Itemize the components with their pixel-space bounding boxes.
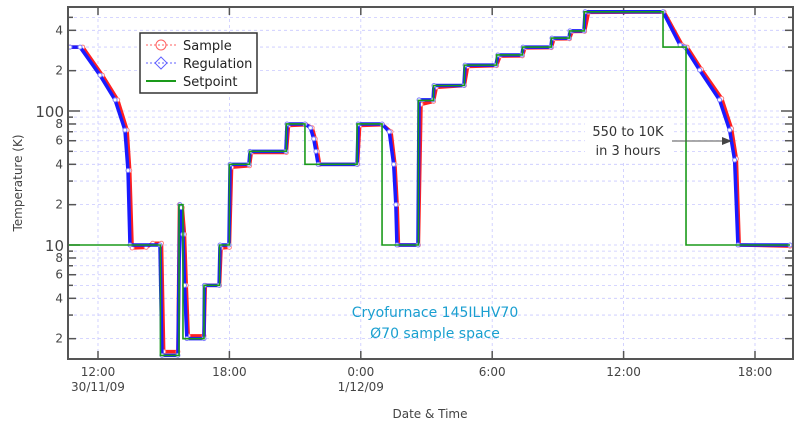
x-tick-label: 18:00 [212,365,247,379]
y-tick-label: 4 [55,23,63,37]
arrow-head-icon [722,137,733,145]
series-regulation-point [313,148,319,154]
y-tick-label: 2 [55,332,63,346]
x-tick-label: 12:00 [606,365,641,379]
series-regulation-point [311,136,317,142]
series-regulation-point [386,129,392,135]
y-tick-label: 100 [35,103,64,121]
y-tick-label: 2 [55,198,63,212]
y-tick-label: 4 [55,157,63,171]
legend: Sample Regulation Setpoint [139,32,258,94]
series-regulation-point [717,97,723,103]
x-tick-label: 12:00 [81,365,116,379]
annotation-furnace: Cryofurnace 145ILHV70 Ø70 sample space [352,305,518,342]
series-layer [67,9,793,358]
series-regulation-point [112,97,118,103]
legend-regulation-label: Regulation [183,57,252,72]
series-regulation-point [697,67,703,73]
y-tick-label: 8 [55,117,63,131]
y-axis-label: Temperature (K) [11,134,25,232]
y-tick-label: 6 [55,134,63,148]
series-regulation-point [77,44,83,50]
series-regulation-point [391,161,397,167]
legend-regulation-marker-icon [154,56,168,70]
legend-setpoint-label: Setpoint [183,75,238,90]
x-tick-label: 18:00 [738,365,773,379]
series-regulation-point [307,125,313,131]
annotation-background [585,120,673,162]
y-tick-label: 6 [55,268,63,282]
annotation-line1: 550 to 10K [592,125,664,140]
legend-sample-label: Sample [183,39,232,54]
y-tick-label: 10 [45,237,64,255]
furnace-label: Cryofurnace 145ILHV70 [352,305,518,321]
plot-frame [67,6,794,360]
sample-space-label: Ø70 sample space [370,326,500,342]
annotation-cooldown: 550 to 10K in 3 hours [585,120,733,162]
x-tick-date-label: 1/12/09 [338,380,384,394]
y-tick-label: 8 [55,251,63,265]
x-tick-label: 0:00 [347,365,374,379]
legend-sample-marker-icon [155,39,167,51]
x-tick-label: 6:00 [479,365,506,379]
series-setpoint-line [67,10,791,357]
x-tick-date-label: 30/11/09 [71,380,125,394]
annotation-line2: in 3 hours [596,144,661,159]
x-axis-label: Date & Time [392,407,467,421]
y-tick-label: 2 [55,64,63,78]
series-regulation-point [732,157,738,163]
series-regulation-point [393,202,399,208]
series-regulation-point [727,127,733,133]
series-regulation-point [97,72,103,78]
series-regulation-point [125,167,131,173]
series-regulation-point [122,127,128,133]
y-tick-label: 4 [55,291,63,305]
